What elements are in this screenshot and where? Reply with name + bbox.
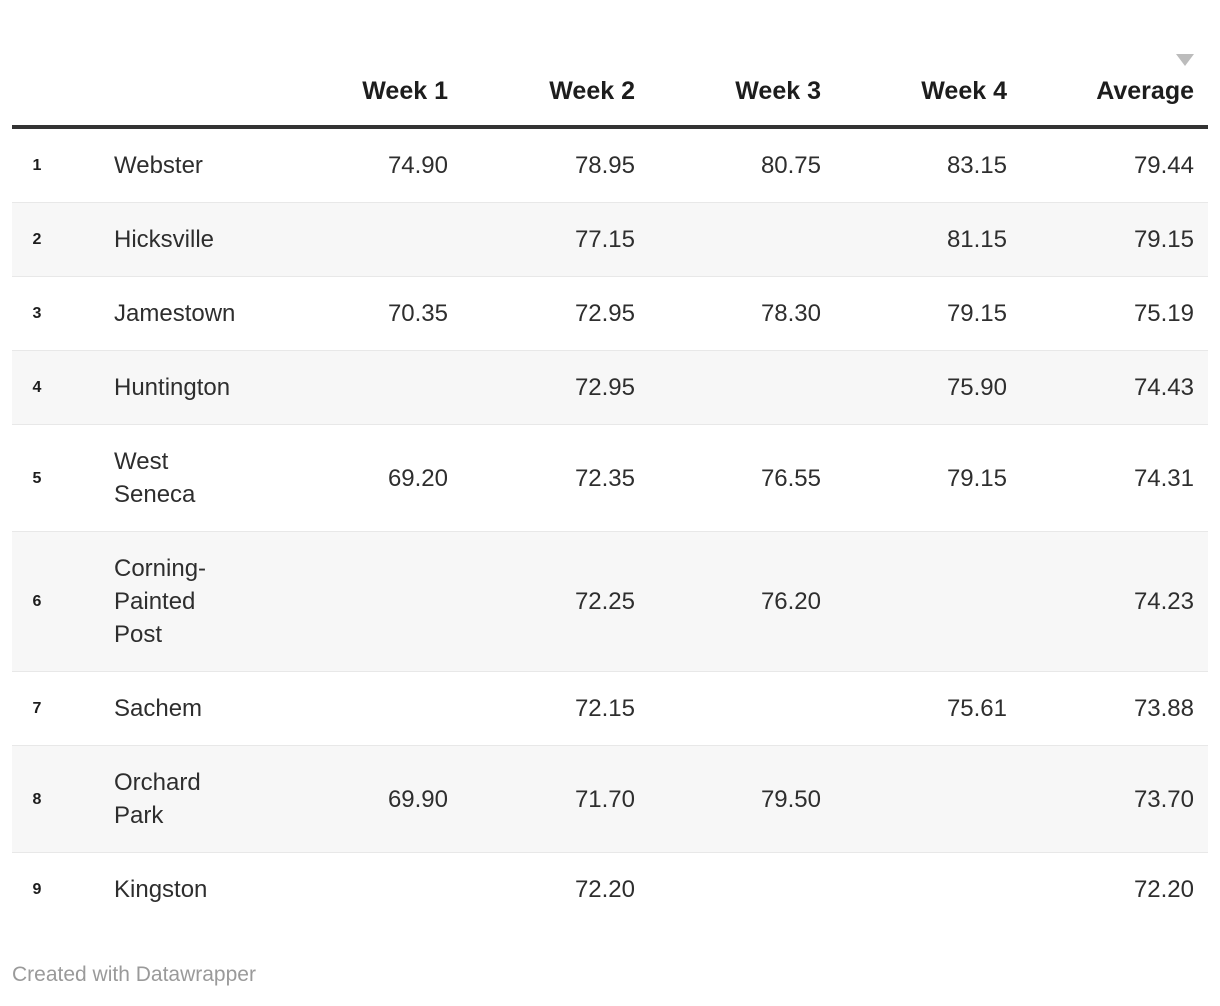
week4-cell: 79.15	[946, 464, 1007, 492]
week3-cell: 76.55	[760, 464, 821, 492]
rank-cell: 9	[32, 881, 42, 898]
week4-cell: 75.90	[946, 374, 1007, 401]
week2-cell: 72.35	[574, 464, 635, 492]
average-cell: 73.70	[1133, 785, 1194, 813]
table-row: 5 West Seneca 69.20 72.35 76.55 79.15 74…	[12, 424, 1208, 532]
average-cell: 74.43	[1133, 374, 1194, 401]
table-row: 2 Hicksville 77.15 81.15 79.15	[12, 202, 1208, 277]
week4-cell	[821, 746, 1007, 853]
week1-cell	[262, 203, 448, 277]
week1-cell	[262, 853, 448, 927]
week4-cell: 81.15	[946, 226, 1007, 253]
table-row: 6 Corning- Painted Post 72.25 76.20 74.2…	[12, 531, 1208, 672]
week3-cell	[635, 853, 821, 927]
week4-cell: 79.15	[946, 300, 1007, 327]
rankings-table: Week 1 Week 2 Week 3 Week 4 Average 1 We…	[12, 0, 1208, 926]
week2-cell: 72.15	[574, 695, 635, 722]
column-header-week4[interactable]: Week 4	[821, 0, 1007, 129]
week3-cell: 78.30	[760, 300, 821, 327]
week3-cell	[635, 203, 821, 277]
rank-cell: 6	[32, 593, 42, 610]
week2-cell: 72.25	[574, 588, 635, 615]
week3-cell: 79.50	[760, 785, 821, 813]
column-header-average-label: Average	[1096, 77, 1194, 105]
rank-cell: 5	[32, 469, 42, 487]
name-cell: Corning- Painted Post	[114, 555, 207, 648]
table-row: 4 Huntington 72.95 75.90 74.43	[12, 350, 1208, 425]
average-cell: 75.19	[1133, 300, 1194, 327]
rank-cell: 7	[32, 700, 42, 717]
week1-cell: 69.90	[387, 785, 448, 813]
average-cell: 72.20	[1133, 876, 1194, 903]
week1-cell: 70.35	[387, 300, 448, 327]
week1-cell	[262, 532, 448, 672]
name-cell: Webster	[114, 152, 203, 179]
sort-descending-icon	[1176, 54, 1194, 66]
rank-cell: 1	[32, 157, 42, 174]
week2-cell: 71.70	[574, 785, 635, 813]
column-header-week1[interactable]: Week 1	[262, 0, 448, 129]
column-header-rank	[12, 0, 62, 129]
column-header-average[interactable]: Average	[1007, 0, 1208, 129]
table-row: 7 Sachem 72.15 75.61 73.88	[12, 671, 1208, 746]
name-cell: Orchard Park	[114, 769, 201, 829]
week3-cell	[635, 672, 821, 746]
average-cell: 73.88	[1133, 695, 1194, 722]
name-cell: Kingston	[114, 876, 208, 903]
name-cell: Sachem	[114, 695, 203, 722]
name-cell: Jamestown	[114, 300, 236, 327]
datawrapper-attribution[interactable]: Created with Datawrapper	[12, 963, 256, 986]
rank-cell: 4	[32, 379, 42, 396]
table-row: 9 Kingston 72.20 72.20	[12, 852, 1208, 927]
week3-cell	[635, 351, 821, 425]
rank-cell: 3	[32, 305, 42, 322]
week2-cell: 72.95	[574, 374, 635, 401]
week2-cell: 77.15	[574, 226, 635, 253]
average-cell: 74.23	[1133, 588, 1194, 615]
week2-cell: 72.20	[574, 876, 635, 903]
week4-cell: 75.61	[946, 695, 1007, 722]
week1-cell: 69.20	[387, 464, 448, 492]
table-row: 3 Jamestown 70.35 72.95 78.30 79.15 75.1…	[12, 276, 1208, 351]
average-cell: 79.44	[1133, 152, 1194, 179]
name-cell: Hicksville	[114, 226, 215, 253]
week3-cell: 80.75	[760, 152, 821, 179]
average-cell: 74.31	[1133, 464, 1194, 492]
week4-cell	[821, 853, 1007, 927]
table-row: 8 Orchard Park 69.90 71.70 79.50 73.70	[12, 745, 1208, 853]
week2-cell: 78.95	[574, 152, 635, 179]
rank-cell: 2	[32, 231, 42, 248]
rank-cell: 8	[32, 790, 42, 808]
column-header-week2[interactable]: Week 2	[448, 0, 635, 129]
week1-cell: 74.90	[387, 152, 448, 179]
column-header-week3[interactable]: Week 3	[635, 0, 821, 129]
column-header-name	[62, 0, 262, 129]
week4-cell: 83.15	[946, 152, 1007, 179]
week1-cell	[262, 672, 448, 746]
name-cell: Huntington	[114, 374, 231, 401]
week4-cell	[821, 532, 1007, 672]
header-row: Week 1 Week 2 Week 3 Week 4 Average	[12, 0, 1208, 129]
week2-cell: 72.95	[574, 300, 635, 327]
name-cell: West Seneca	[114, 448, 196, 508]
rankings-table-container: Week 1 Week 2 Week 3 Week 4 Average 1 We…	[12, 0, 1208, 926]
week1-cell	[262, 351, 448, 425]
average-cell: 79.15	[1133, 226, 1194, 253]
week3-cell: 76.20	[760, 588, 821, 615]
table-row: 1 Webster 74.90 78.95 80.75 83.15 79.44	[12, 127, 1208, 203]
